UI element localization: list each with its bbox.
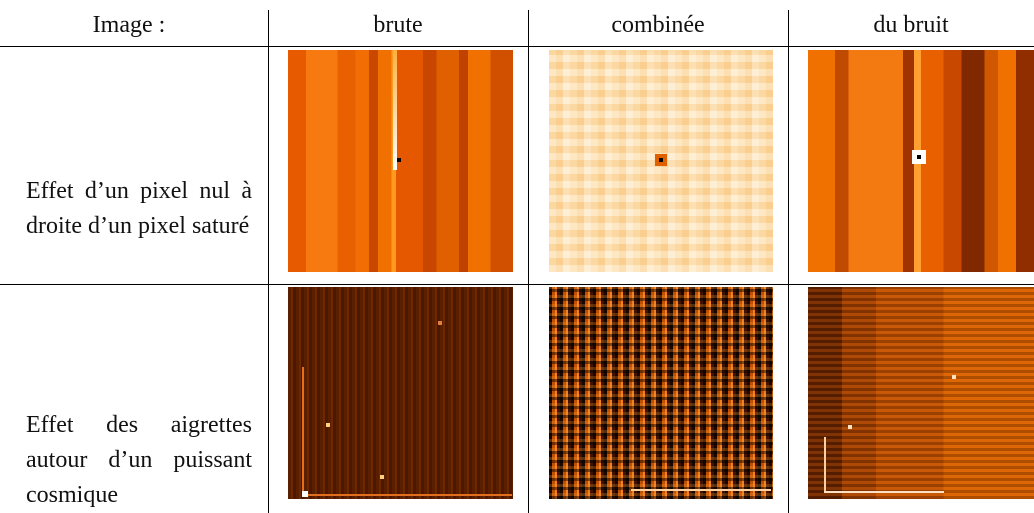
spike — [824, 491, 944, 493]
image-noise — [808, 287, 1034, 499]
header-cell: brute — [373, 12, 423, 38]
spike — [302, 494, 512, 496]
null-pixel — [917, 155, 921, 159]
null-pixel — [397, 158, 401, 162]
spike — [631, 489, 771, 491]
cosmic — [952, 375, 956, 379]
row-label: Effet des aigrettes autour d’un puissant… — [26, 412, 252, 508]
column-rule — [268, 10, 269, 513]
header-cell: du bruit — [873, 12, 949, 38]
row-rule — [0, 46, 1034, 47]
image-raw — [288, 50, 513, 272]
image-noise — [808, 50, 1034, 272]
cosmic — [848, 425, 852, 429]
saturation-trail — [393, 50, 397, 170]
null-pixel — [659, 158, 663, 162]
texture — [808, 287, 1034, 499]
cosmic — [302, 491, 308, 497]
cosmic — [380, 475, 384, 479]
image-combined — [549, 287, 773, 499]
row-label: Effet d’un pixel nul à droite d’un pixel… — [26, 178, 252, 239]
spike — [302, 367, 304, 497]
column-rule — [528, 10, 529, 513]
texture — [549, 287, 773, 499]
row-rule — [0, 284, 1034, 285]
column-rule — [788, 10, 789, 513]
header-cell: Image : — [92, 12, 166, 38]
spike — [824, 437, 826, 493]
cosmic — [438, 321, 442, 325]
image-raw — [288, 287, 513, 499]
image-combined — [549, 50, 773, 272]
cosmic — [326, 423, 330, 427]
header-cell: combinée — [611, 12, 705, 38]
